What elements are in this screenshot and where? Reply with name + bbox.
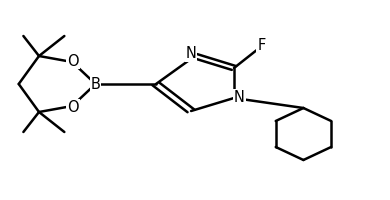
Text: N: N bbox=[234, 90, 245, 104]
Text: F: F bbox=[257, 38, 266, 53]
Text: O: O bbox=[67, 99, 79, 114]
Text: O: O bbox=[67, 53, 79, 68]
Text: N: N bbox=[186, 46, 197, 62]
Text: B: B bbox=[90, 77, 101, 92]
